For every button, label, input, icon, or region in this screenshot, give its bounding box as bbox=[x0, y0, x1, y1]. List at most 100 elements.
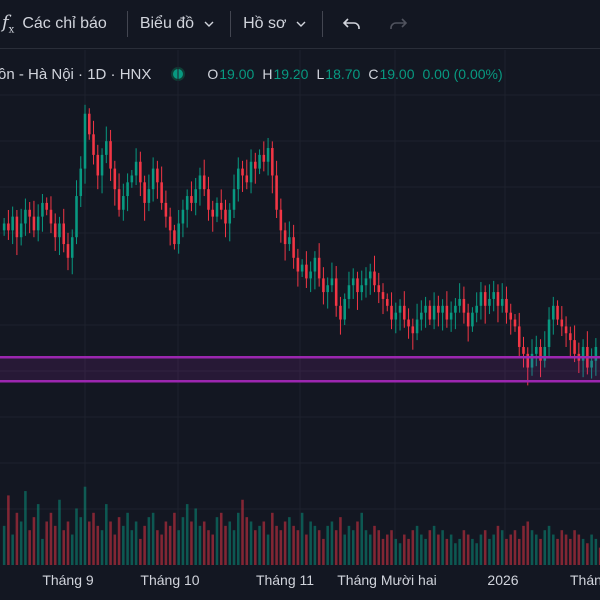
volume-bar bbox=[236, 512, 240, 565]
candle-body bbox=[258, 154, 261, 169]
volume-bar bbox=[279, 530, 283, 565]
volume-bar bbox=[190, 521, 193, 565]
candle-body bbox=[330, 278, 334, 286]
volume-bar bbox=[262, 521, 266, 565]
volume-bar bbox=[45, 521, 48, 565]
chart-type-label: Biểu đồ bbox=[139, 15, 195, 32]
volume-bar bbox=[126, 512, 129, 565]
candle-body bbox=[275, 175, 278, 210]
volume-bar bbox=[407, 538, 410, 565]
candle-body bbox=[292, 237, 295, 258]
candle-body bbox=[313, 257, 317, 272]
volume-bar bbox=[122, 525, 125, 565]
candle-body bbox=[224, 209, 227, 224]
candle-body bbox=[305, 264, 308, 279]
volume-bar bbox=[420, 534, 423, 565]
volume-bar bbox=[488, 538, 491, 565]
indicators-label: Các chỉ báo bbox=[22, 15, 107, 32]
candle-body bbox=[479, 292, 483, 306]
volume-bar bbox=[539, 538, 542, 565]
candle-body bbox=[36, 216, 40, 231]
volume-bar bbox=[96, 525, 100, 565]
x-axis-tick-label: Tháng 9 bbox=[42, 572, 94, 588]
candle-body bbox=[83, 113, 87, 169]
candle-body bbox=[488, 298, 491, 306]
symbol-title[interactable]: ồn - Hà Nội · 1D · HNX bbox=[0, 65, 152, 83]
volume-bar bbox=[7, 495, 10, 565]
candle-body bbox=[249, 161, 253, 183]
volume-bar bbox=[594, 538, 598, 565]
indicators-button[interactable]: fx Các chỉ báo bbox=[0, 0, 107, 48]
price-chart[interactable] bbox=[0, 49, 600, 600]
candle-body bbox=[215, 202, 219, 217]
candle-body bbox=[126, 182, 129, 197]
volume-bar bbox=[70, 534, 74, 565]
volume-bar bbox=[424, 538, 427, 565]
volume-bar bbox=[79, 517, 83, 565]
volume-bar bbox=[258, 525, 261, 565]
candle-body bbox=[334, 278, 338, 306]
candle-body bbox=[228, 209, 232, 224]
candle-body bbox=[458, 298, 461, 306]
volume-bar bbox=[173, 512, 176, 565]
candle-body bbox=[262, 154, 266, 162]
undo-button[interactable] bbox=[335, 7, 369, 41]
candle-body bbox=[454, 305, 457, 313]
candle-body bbox=[573, 340, 576, 354]
candle-body bbox=[173, 230, 176, 245]
volume-bar bbox=[117, 517, 121, 565]
chevron-down-icon bbox=[296, 21, 306, 27]
function-icon: fx bbox=[2, 12, 15, 36]
volume-bar bbox=[266, 534, 270, 565]
candle-body bbox=[279, 209, 283, 231]
symbol-legend: ồn - Hà Nội · 1D · HNX O 19.00 H 19.20 L 18… bbox=[0, 62, 600, 86]
volume-bar bbox=[2, 525, 6, 565]
volume-bar bbox=[66, 521, 70, 565]
candle-body bbox=[254, 161, 257, 169]
volume-bar bbox=[130, 530, 134, 565]
candle-body bbox=[283, 230, 287, 245]
candle-body bbox=[534, 346, 538, 354]
volume-bar bbox=[334, 530, 338, 565]
volume-bar bbox=[483, 530, 487, 565]
candle-body bbox=[364, 278, 368, 286]
candle-body bbox=[445, 305, 449, 320]
volume-bar bbox=[28, 530, 31, 565]
candle-body bbox=[7, 223, 10, 231]
volume-bar bbox=[522, 525, 525, 565]
candle-body bbox=[347, 285, 351, 299]
x-axis-tick-label: Tháng Mười hai bbox=[337, 572, 437, 588]
candle-body bbox=[105, 141, 108, 155]
candle-body bbox=[271, 148, 274, 176]
candle-body bbox=[343, 298, 346, 320]
volume-bar bbox=[41, 538, 44, 565]
candle-body bbox=[53, 223, 57, 238]
volume-bar bbox=[36, 504, 40, 565]
profile-button[interactable]: Hồ sơ bbox=[243, 0, 306, 48]
volume-bar bbox=[339, 517, 342, 565]
volume-bar bbox=[113, 534, 117, 565]
candle-body bbox=[241, 168, 244, 176]
x-axis-tick-label: 2026 bbox=[487, 572, 519, 588]
volume-bar bbox=[496, 525, 500, 565]
volume-bar bbox=[313, 525, 317, 565]
candle-body bbox=[500, 298, 504, 306]
candle-body bbox=[202, 175, 206, 190]
volume-bar bbox=[211, 534, 215, 565]
volume-bar bbox=[530, 530, 534, 565]
chart-type-button[interactable]: Biểu đồ bbox=[140, 0, 214, 48]
candle-body bbox=[556, 305, 559, 320]
candle-body bbox=[496, 292, 500, 306]
volume-bar bbox=[228, 521, 232, 565]
candle-body bbox=[266, 148, 270, 162]
candle-body bbox=[245, 175, 249, 183]
volume-bar bbox=[462, 530, 466, 565]
volume-bar bbox=[181, 517, 185, 565]
candle-body bbox=[385, 298, 389, 306]
candle-body bbox=[377, 285, 381, 293]
candle-body bbox=[526, 353, 530, 368]
candle-body bbox=[117, 189, 121, 210]
redo-button[interactable] bbox=[381, 7, 415, 41]
candle-body bbox=[19, 223, 23, 238]
volume-bar bbox=[185, 504, 189, 565]
